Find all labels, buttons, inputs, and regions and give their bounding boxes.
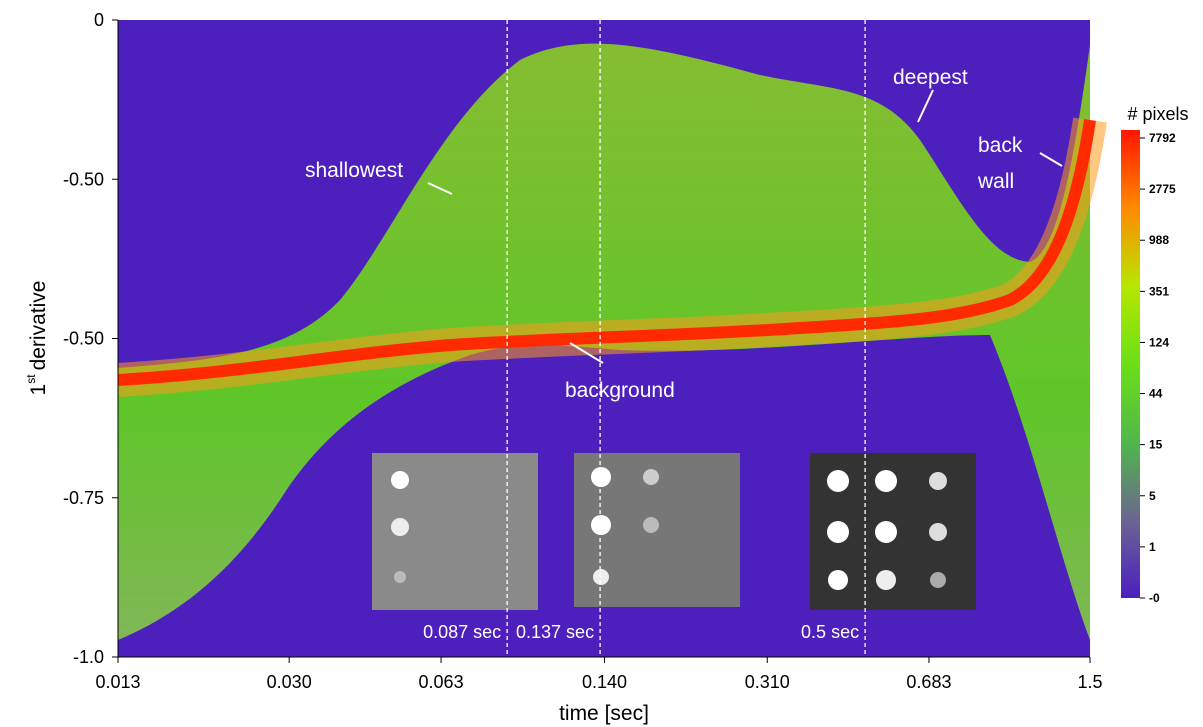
colorbar-tick-label: 1	[1149, 540, 1156, 554]
y-tick-label: 0	[94, 10, 104, 30]
colorbar-tick-label: 988	[1149, 233, 1169, 247]
x-tick-label: 1.5	[1077, 672, 1102, 692]
colorbar-tick-label: 7792	[1149, 131, 1176, 145]
colorbar-tick-label: 351	[1149, 284, 1169, 298]
y-axis-title: 1stderivative	[24, 281, 50, 396]
colorbar-tick-label: -0	[1149, 591, 1160, 605]
y-tick-label: -1.0	[73, 647, 104, 667]
x-axis-title: time [sec]	[559, 702, 649, 725]
annotation: back wall	[978, 134, 1023, 193]
x-tick-label: 0.013	[95, 672, 140, 692]
marker-label: 0.5 sec	[801, 622, 859, 642]
colorbar-title: # pixels	[1127, 104, 1188, 124]
colorbar-tick-label: 5	[1149, 489, 1156, 503]
y-tick-label: -0.75	[63, 488, 104, 508]
x-tick-label: 0.030	[267, 672, 312, 692]
annotation: shallowest	[305, 159, 403, 182]
colorbar	[1121, 130, 1140, 598]
inset-images	[372, 453, 976, 610]
x-tick-label: 0.140	[582, 672, 627, 692]
annotation: deepest	[893, 66, 968, 89]
y-tick-label: -0.50	[63, 169, 104, 189]
density-peak	[117, 119, 1096, 386]
y-tick-label: -0.50	[63, 329, 104, 349]
colorbar-tick-label: 15	[1149, 438, 1163, 452]
annotation-leaders	[427, 89, 1063, 364]
annotation: background	[565, 379, 675, 402]
x-tick-label: 0.063	[419, 672, 464, 692]
colorbar-tick-label: 124	[1149, 335, 1169, 349]
x-tick-label: 0.683	[906, 672, 951, 692]
marker-label: 0.137 sec	[516, 622, 594, 642]
colorbar-tick-label: 2775	[1149, 182, 1176, 196]
x-tick-label: 0.310	[745, 672, 790, 692]
marker-label: 0.087 sec	[423, 622, 501, 642]
colorbar-tick-label: 44	[1149, 387, 1163, 401]
